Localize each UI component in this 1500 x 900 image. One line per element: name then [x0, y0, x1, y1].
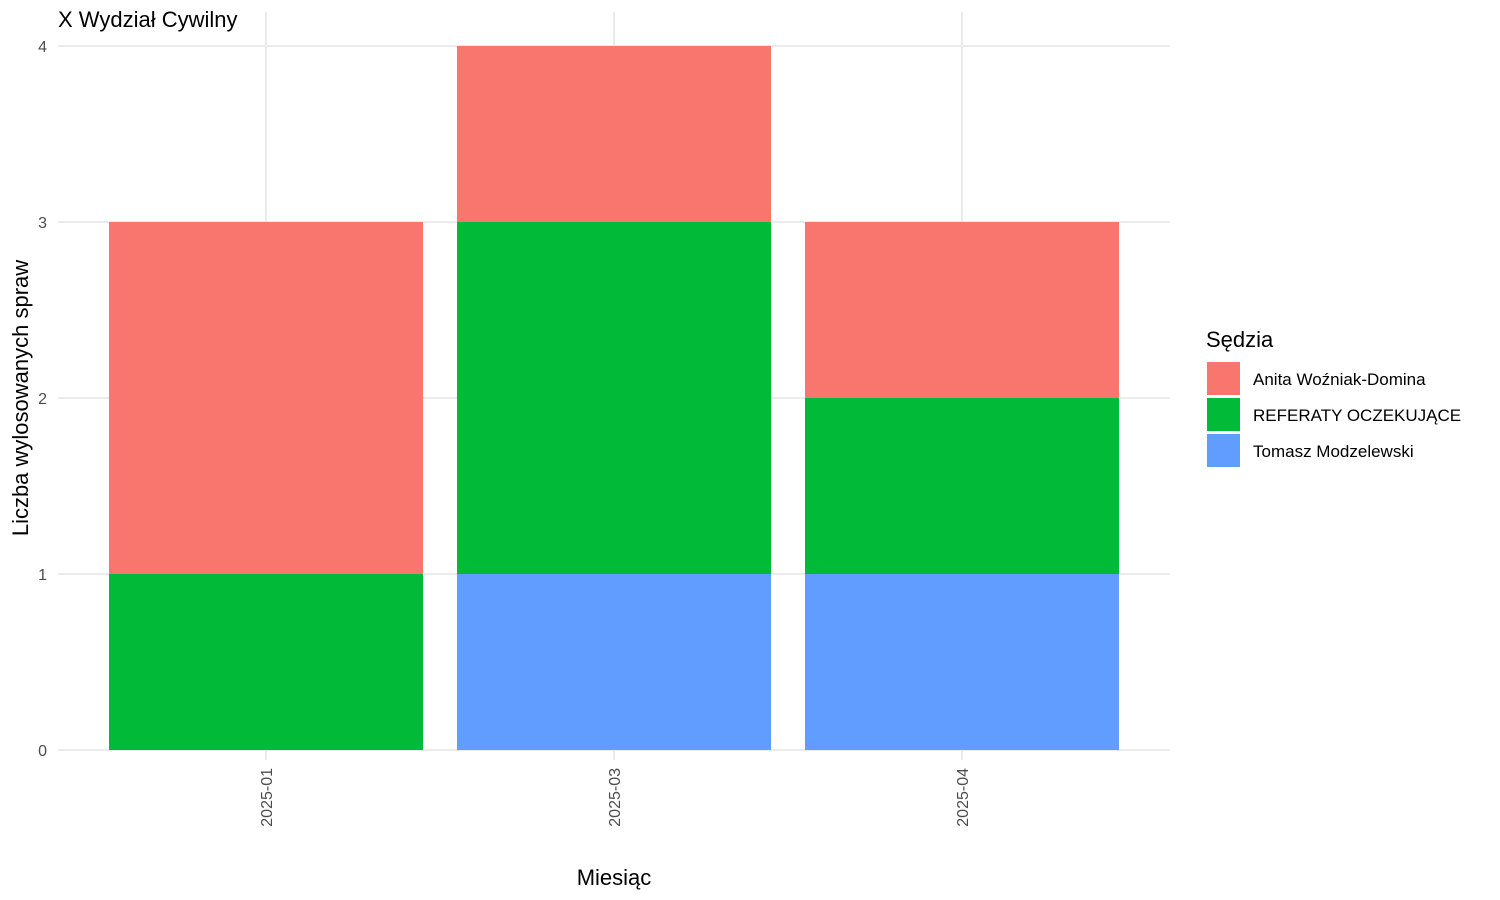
x-tick-label-0: 2025-01	[259, 768, 276, 827]
x-axis-title: Miesiąc	[577, 865, 652, 890]
bar-2025-04-series-2	[805, 222, 1119, 398]
legend: Sędzia Anita Woźniak-Domina REFERATY OCZE…	[1206, 327, 1461, 467]
legend-swatch-2	[1207, 434, 1240, 467]
y-tick-label-4: 4	[38, 39, 47, 56]
y-tick-label-3: 3	[38, 215, 47, 232]
legend-swatch-1	[1207, 398, 1240, 431]
legend-items: Anita Woźniak-Domina REFERATY OCZEKUJĄCE T…	[1207, 362, 1461, 467]
legend-label-1: REFERATY OCZEKUJĄCE	[1253, 406, 1461, 425]
x-axis-ticks: 2025-01 2025-03 2025-04	[259, 768, 972, 827]
bar-2025-04-series-1	[805, 398, 1119, 574]
legend-swatch-0	[1207, 362, 1240, 395]
chart-title: X Wydział Cywilny	[58, 7, 238, 32]
y-axis-ticks: 0 1 2 3 4	[38, 39, 47, 760]
y-tick-label-1: 1	[38, 567, 47, 584]
x-tick-label-2: 2025-04	[955, 768, 972, 827]
legend-title: Sędzia	[1206, 327, 1274, 352]
bar-2025-03-series-0	[457, 574, 771, 750]
bar-2025-01-series-1	[109, 574, 423, 750]
bars	[109, 46, 1119, 750]
bar-2025-01-series-2	[109, 222, 423, 574]
bar-2025-04-series-0	[805, 574, 1119, 750]
bar-2025-03-series-2	[457, 46, 771, 222]
y-tick-label-2: 2	[38, 391, 47, 408]
bar-2025-03-series-1	[457, 222, 771, 574]
legend-label-2: Tomasz Modzelewski	[1253, 442, 1414, 461]
x-tick-label-1: 2025-03	[607, 768, 624, 827]
y-tick-label-0: 0	[38, 743, 47, 760]
y-axis-title: Liczba wylosowanych spraw	[8, 260, 33, 536]
legend-label-0: Anita Woźniak-Domina	[1253, 370, 1426, 389]
